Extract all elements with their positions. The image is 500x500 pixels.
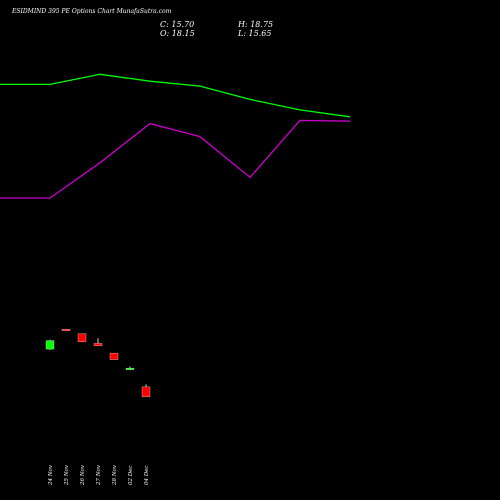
candle-body bbox=[45, 340, 55, 350]
chart-title: ESIDMIND 395 PE Options Chart MunafaSutr… bbox=[12, 8, 172, 15]
candle-body bbox=[109, 352, 119, 360]
x-tick-label: 28 Nov bbox=[112, 464, 118, 486]
candle-body bbox=[77, 333, 87, 342]
candle-body bbox=[93, 343, 103, 346]
x-tick-label: 04 Dec bbox=[144, 466, 150, 486]
x-tick-label: 25 Nov bbox=[64, 464, 70, 486]
candle-body bbox=[61, 329, 71, 331]
x-tick-label: 26 Nov bbox=[80, 464, 86, 486]
close-value: C: 15.70 bbox=[160, 20, 195, 29]
x-tick-label: 27 Nov bbox=[96, 464, 102, 486]
x-tick-label: 24 Nov bbox=[48, 464, 54, 486]
open-value: O: 18.15 bbox=[160, 29, 195, 38]
upper-line-series bbox=[0, 73, 351, 118]
candle-body bbox=[125, 367, 135, 370]
candle-body bbox=[141, 386, 151, 397]
low-value: L: 15.65 bbox=[238, 29, 272, 38]
lower-line-series bbox=[0, 119, 351, 199]
x-tick-label: 02 Dec bbox=[128, 466, 134, 486]
high-value: H: 18.75 bbox=[238, 20, 274, 29]
